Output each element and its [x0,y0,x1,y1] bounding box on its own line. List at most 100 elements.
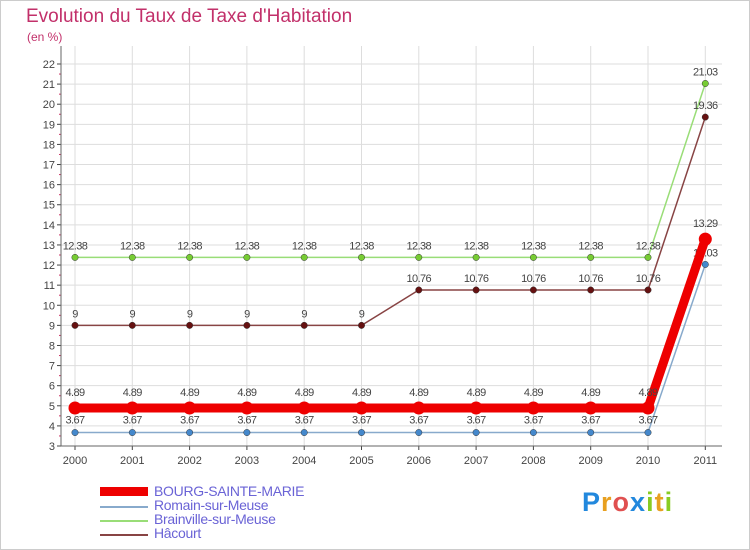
legend-swatch [100,506,148,508]
data-label: 10.76 [464,273,489,285]
data-label: 3.67 [581,415,600,427]
data-point [183,401,197,415]
y-tick-label: 8 [49,340,55,352]
data-point [186,321,194,329]
y-tick-label: 5 [49,401,55,413]
data-point [243,321,251,329]
data-point [297,401,311,415]
data-point [472,286,480,294]
data-point [529,286,537,294]
data-label: 4.89 [467,387,486,399]
data-point [529,253,537,261]
data-point [701,113,709,121]
data-label: 12.38 [464,240,489,252]
data-label: 12.38 [63,240,88,252]
data-label: 19.36 [693,100,718,112]
y-tick-label: 12 [43,260,55,272]
data-point [415,253,423,261]
data-label: 4.89 [180,387,199,399]
logo-letter: x [630,487,647,517]
y-tick-label: 20 [43,99,55,111]
y-tick-label: 7 [49,361,55,373]
data-point [358,253,365,261]
data-point [584,401,598,415]
legend-label: Brainville-sur-Meuse [154,511,276,527]
data-point [641,401,655,415]
y-tick-label: 13 [43,240,55,252]
data-label: 12.38 [636,240,661,252]
data-label: 12.38 [521,240,546,252]
data-label: 3.67 [65,415,84,427]
x-tick-label: 2005 [349,455,373,467]
proxiti-logo: Proxiti [582,487,673,518]
data-point [701,260,709,268]
data-label: 4.89 [352,387,371,399]
data-label: 9 [301,308,307,320]
data-point [472,253,480,261]
data-point [71,253,79,261]
y-tick-label: 3 [49,441,55,453]
data-label: 4.89 [581,387,600,399]
data-point [358,321,365,329]
legend-label: Hâcourt [154,525,201,541]
data-label: 10.76 [578,273,603,285]
x-tick-label: 2000 [63,455,87,467]
y-tick-label: 18 [43,139,55,151]
logo-letter: i [664,487,674,517]
logo-letter: i [646,487,655,517]
legend-label: BOURG-SAINTE-MARIE [154,483,305,499]
data-point [526,401,540,415]
logo-letter: r [601,487,613,517]
plot-area [61,46,722,446]
data-point [243,429,251,436]
x-tick-label: 2011 [693,455,717,467]
data-label: 12.38 [177,240,202,252]
data-point [300,429,308,436]
data-label: 3.67 [524,415,543,427]
data-point [186,429,194,436]
data-point [587,286,595,294]
data-point [355,401,368,415]
data-point [644,253,652,261]
series-line [75,116,707,327]
y-tick-label: 21 [43,79,55,91]
logo-letter: P [582,487,602,517]
x-tick-label: 2010 [636,455,660,467]
data-point [701,80,709,87]
data-label: 9 [72,308,78,320]
data-label: 10.76 [407,273,432,285]
data-label: 3.67 [352,415,371,427]
y-tick-label: 17 [43,160,55,172]
y-tick-label: 9 [49,320,55,332]
data-point [128,321,136,329]
data-label: 4.89 [237,387,256,399]
data-point [71,321,79,329]
data-label: 9 [359,308,365,320]
data-label: 3.67 [295,415,314,427]
data-label: 9 [244,308,250,320]
x-tick-label: 2008 [521,455,545,467]
data-label: 12.38 [235,240,260,252]
data-label: 3.67 [180,415,199,427]
y-tick-label: 19 [43,119,55,131]
data-point [644,429,652,436]
chart-title: Evolution du Taux de Taxe d'Habitation [26,6,353,27]
data-label: 12.38 [349,240,374,252]
data-label: 3.67 [467,415,486,427]
data-point [587,253,595,261]
y-tick-label: 22 [43,59,55,71]
data-point [186,253,194,261]
logo-letter: o [612,487,631,517]
data-label: 4.89 [123,387,142,399]
data-label: 4.89 [65,387,84,399]
data-label: 3.67 [123,415,142,427]
data-point [240,401,254,415]
data-point [412,401,426,415]
data-label: 10.76 [636,273,661,285]
series-line [75,83,707,259]
series-line [75,264,707,434]
data-label: 9 [187,308,193,320]
data-label: 4.89 [638,387,657,399]
y-tick-label: 11 [44,280,55,292]
data-label: 3.67 [409,415,428,427]
